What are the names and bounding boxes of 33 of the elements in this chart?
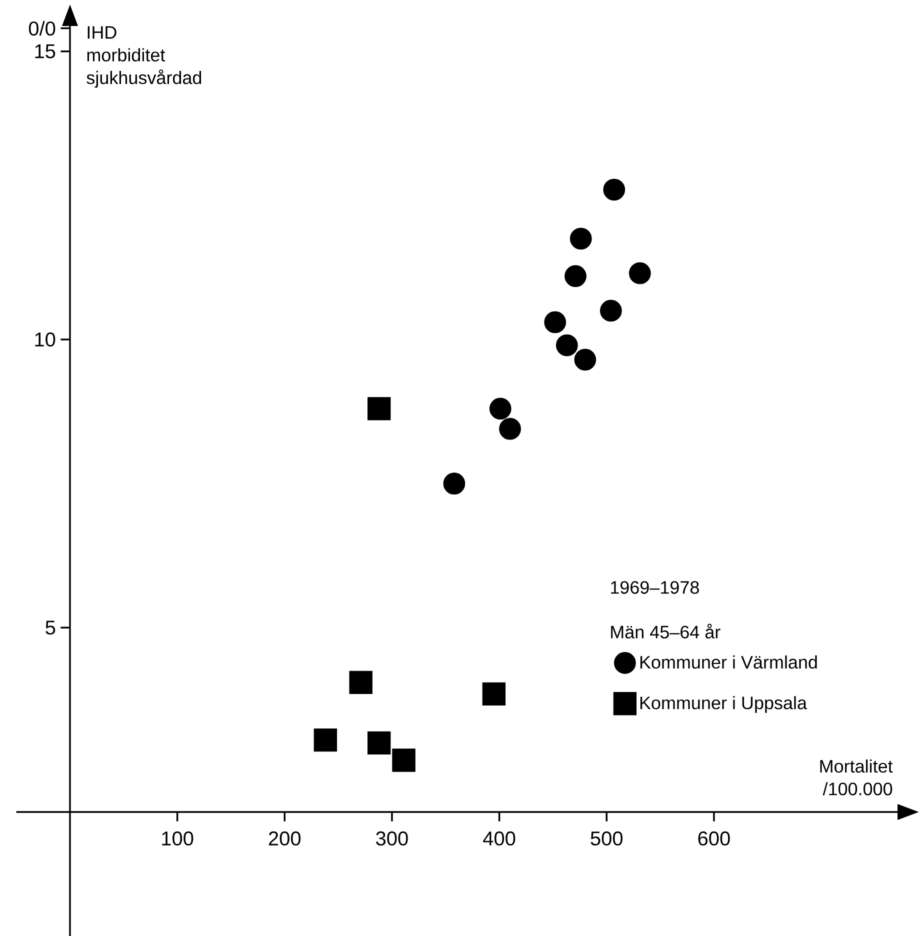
legend-label: Kommuner i Uppsala: [640, 696, 807, 713]
point: [392, 748, 416, 772]
point: [574, 348, 596, 371]
x-tick-label: 300: [376, 831, 408, 846]
point: [367, 731, 391, 755]
point: [556, 334, 578, 356]
x-axis-title: Mortalitet /100.000: [820, 759, 893, 796]
point: [600, 300, 622, 322]
point: [564, 265, 586, 288]
x-tick-label: 100: [162, 831, 194, 846]
x-tick-label: 200: [268, 831, 301, 846]
point: [314, 728, 338, 752]
point: [544, 311, 566, 334]
x-tick-label: 500: [590, 831, 623, 846]
point: [349, 670, 372, 694]
y-tick-label: 0/0: [28, 20, 56, 36]
y-axis-title: IHD morbiditet sjukhusvårdad: [86, 26, 202, 88]
annotation: Män 45–64 år: [611, 624, 720, 638]
point: [489, 398, 512, 420]
y-tick-label: 10: [35, 332, 56, 347]
point: [482, 682, 506, 706]
annotation: 1969–1978: [611, 581, 699, 594]
point: [367, 397, 391, 420]
point: [570, 228, 592, 250]
point: [628, 262, 651, 284]
point: [499, 418, 521, 440]
point: [443, 472, 466, 495]
point: [603, 178, 626, 201]
x-tick-label: 400: [483, 831, 516, 846]
legend-label: Kommuner i Värmland: [640, 655, 817, 669]
y-tick-label: 15: [35, 44, 56, 58]
x-tick-label: 600: [698, 831, 730, 846]
y-tick-label: 5: [46, 620, 56, 635]
